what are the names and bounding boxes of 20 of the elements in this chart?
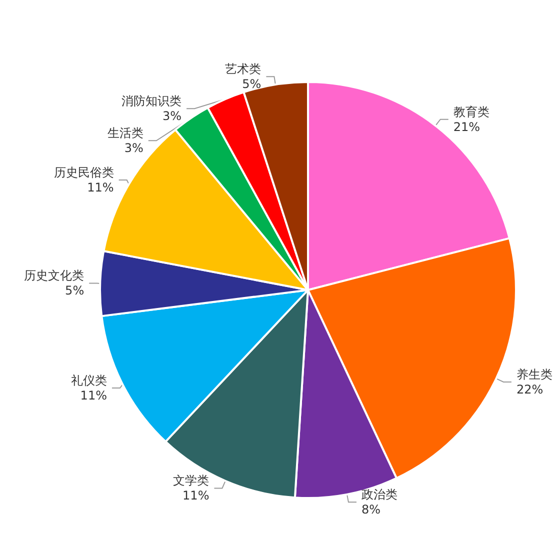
slice-label: 历史民俗类 bbox=[54, 166, 114, 180]
data-label: 11% bbox=[87, 180, 114, 195]
slice-label: 礼仪类 bbox=[70, 374, 107, 388]
data-label: 3% bbox=[162, 109, 182, 124]
slice-label: 历史文化类 bbox=[24, 268, 84, 283]
data-label: 8% bbox=[361, 502, 381, 517]
slice-label: 养生类 bbox=[516, 367, 552, 382]
slice-label: 文学类 bbox=[173, 474, 210, 488]
data-label: 11% bbox=[80, 388, 107, 403]
slice-label: 政治类 bbox=[361, 488, 398, 502]
data-label: 5% bbox=[65, 284, 84, 298]
data-label: 22% bbox=[516, 382, 544, 396]
data-label: 11% bbox=[182, 488, 210, 503]
slice-label: 生活类 bbox=[107, 126, 144, 140]
data-label: 3% bbox=[124, 141, 144, 156]
data-label: 5% bbox=[242, 77, 262, 92]
slice-label: 艺术类 bbox=[225, 62, 262, 76]
slice-label: 消防知识类 bbox=[122, 94, 182, 108]
data-label: 21% bbox=[453, 120, 480, 134]
slice-label: 教育类 bbox=[453, 104, 490, 119]
